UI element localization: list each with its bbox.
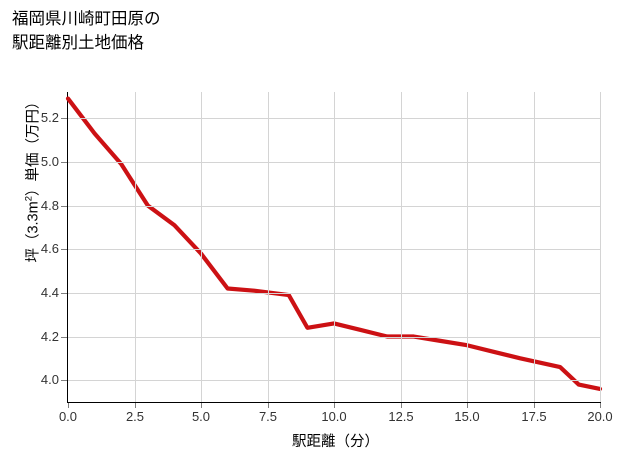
gridline-vertical	[135, 92, 136, 402]
gridline-vertical	[201, 92, 202, 402]
y-axis-tick-label: 4.4	[40, 285, 59, 300]
x-axis-tick	[534, 403, 535, 408]
x-axis-tick-label: 5.0	[191, 409, 211, 424]
x-axis-tick	[201, 403, 202, 408]
gridline-vertical	[600, 92, 601, 402]
x-axis-tick	[401, 403, 402, 408]
gridline-vertical	[467, 92, 468, 402]
y-axis-tick-label: 4.0	[40, 372, 59, 387]
gridline-vertical	[334, 92, 335, 402]
y-axis-tick-label: 4.8	[40, 198, 59, 213]
x-axis-tick-label: 20.0	[587, 409, 613, 424]
plot-area	[65, 92, 603, 402]
x-axis-tick-label: 15.0	[454, 409, 480, 424]
x-axis-tick-label: 7.5	[258, 409, 278, 424]
x-axis-tick-label: 17.5	[521, 409, 547, 424]
x-axis-spine	[67, 401, 601, 403]
x-axis-tick-label: 12.5	[388, 409, 414, 424]
x-axis-title: 駅距離（分）	[292, 434, 379, 450]
gridline-vertical	[534, 92, 535, 402]
page-title: 福岡県川崎町田原の 駅距離別土地価格	[12, 10, 161, 52]
x-axis-tick-label: 2.5	[125, 409, 145, 424]
x-axis-tick	[600, 403, 601, 408]
x-axis-tick	[135, 403, 136, 408]
x-axis-tick	[334, 403, 335, 408]
y-axis-tick	[61, 249, 67, 250]
x-axis-tick	[268, 403, 269, 408]
x-axis-tick	[467, 403, 468, 408]
gridline-vertical	[268, 92, 269, 402]
gridline-vertical	[401, 92, 402, 402]
y-axis-title: 坪（3.3m2）単価（万円）	[22, 39, 43, 319]
y-axis-tick	[61, 337, 67, 338]
y-axis-tick	[61, 118, 67, 119]
y-axis-tick-label: 4.6	[40, 241, 59, 256]
y-axis-tick	[61, 380, 67, 381]
x-axis-tick	[68, 403, 69, 408]
y-axis-tick-label: 4.2	[40, 329, 59, 344]
y-axis-tick-label: 5.2	[40, 110, 59, 125]
y-axis-tick	[61, 162, 67, 163]
y-axis-tick	[61, 206, 67, 207]
x-axis-tick-label: 10.0	[321, 409, 347, 424]
x-axis-tick-label: 0.0	[58, 409, 78, 424]
y-axis-tick	[61, 293, 67, 294]
y-axis-tick-label: 5.0	[40, 154, 59, 169]
